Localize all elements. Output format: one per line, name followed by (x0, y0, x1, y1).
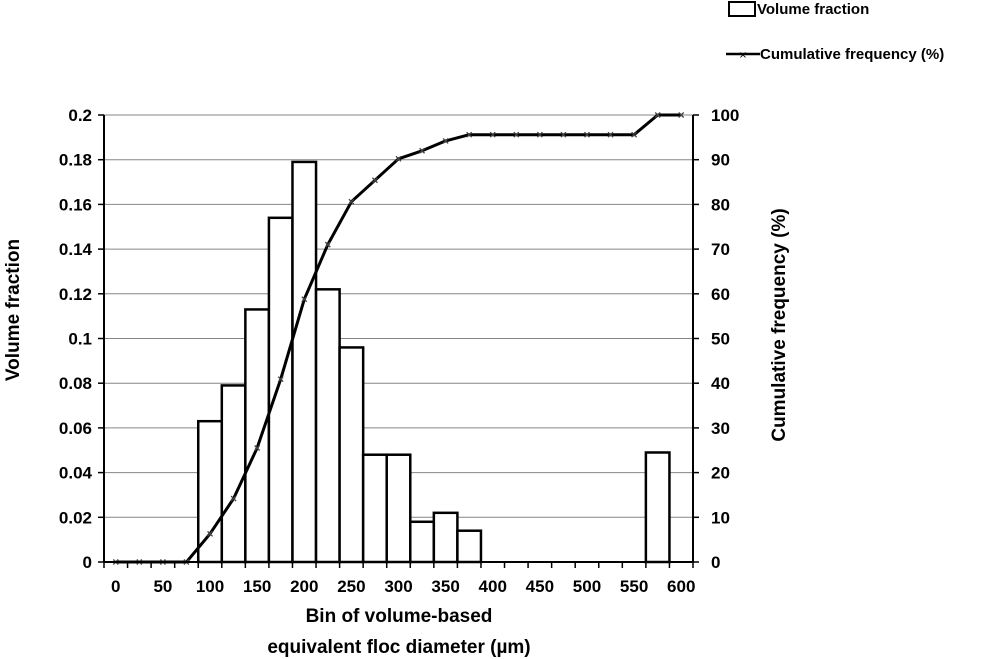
bar-series (196, 160, 671, 564)
y-left-tick-label: 0.18 (59, 151, 92, 170)
tick-labels: 0 00.02 100.04 200.06 300.08 400.1 500.12 600.1… (59, 106, 739, 596)
legend: Volume fraction × Cumulative frequency (… (726, 1, 944, 63)
y-right-tick-label: 90 (711, 151, 730, 170)
legend-bar-swatch (728, 1, 756, 17)
x-tick-label: 50 (153, 577, 172, 596)
axes (98, 114, 699, 568)
y-right-tick-label: 100 (711, 106, 739, 125)
line-point-marker (207, 530, 213, 537)
line-point-marker (301, 296, 308, 303)
line-point-marker (466, 131, 473, 138)
x-tick-label: 350 (431, 577, 459, 596)
line-point-marker (419, 147, 426, 154)
bar (644, 451, 671, 564)
line-point-marker (277, 376, 284, 383)
y-right-tick-label: 80 (711, 195, 730, 214)
y-right-tick-label: 20 (711, 464, 730, 483)
x-tick-label: 0 (111, 577, 120, 596)
line-point-marker (230, 495, 237, 502)
y-right-tick-label: 50 (711, 330, 730, 349)
bar (338, 346, 365, 564)
y-axis-right-title: Cumulative frequency (%) (769, 208, 790, 441)
y-left-tick-label: 0.04 (59, 464, 93, 483)
y-right-tick-label: 70 (711, 240, 730, 259)
x-tick-label: 550 (620, 577, 648, 596)
y-left-tick-label: 0.2 (68, 106, 92, 125)
y-left-tick-label: 0.12 (59, 285, 92, 304)
line-point-marker (513, 131, 520, 138)
x-tick-label: 200 (290, 577, 318, 596)
bar (409, 520, 436, 564)
line-point-marker (254, 445, 261, 451)
line-point-marker (536, 131, 543, 138)
y-right-tick-label: 40 (711, 374, 730, 393)
x-tick-label: 150 (243, 577, 271, 596)
x-axis-title-line1: Bin of volume-based (306, 606, 493, 627)
bar (456, 529, 483, 564)
y-right-tick-label: 10 (711, 508, 730, 527)
y-right-tick-label: 60 (711, 285, 730, 304)
bar (291, 160, 318, 564)
x-tick-label: 250 (337, 577, 365, 596)
line-point-marker (348, 198, 355, 205)
y-right-tick-label: 0 (711, 553, 720, 572)
y-left-tick-label: 0.02 (59, 508, 92, 527)
x-tick-label: 450 (526, 577, 554, 596)
y-right-tick-label: 30 (711, 419, 730, 438)
bar (220, 384, 247, 564)
bar (432, 511, 459, 564)
legend-line-marker: × (739, 50, 747, 61)
line-point-marker (607, 131, 614, 138)
x-tick-label: 600 (667, 577, 695, 596)
y-left-tick-label: 0 (83, 553, 92, 572)
x-tick-label: 100 (196, 577, 224, 596)
x-tick-label: 500 (573, 577, 601, 596)
x-tick-label: 400 (479, 577, 507, 596)
bar (244, 308, 271, 564)
line-point-marker (324, 241, 331, 248)
y-axis-left-title: Volume fraction (3, 239, 24, 381)
y-left-tick-label: 0.1 (68, 330, 92, 349)
line-point-marker (584, 131, 590, 138)
line-point-marker (560, 131, 567, 138)
line-point-marker (395, 155, 402, 162)
bar (196, 419, 224, 564)
y-left-tick-label: 0.16 (59, 195, 92, 214)
line-point-marker (489, 131, 496, 138)
y-left-tick-label: 0.14 (59, 240, 93, 259)
line-point-marker (654, 112, 661, 118)
x-axis-title-line2: equivalent floc diameter (µm) (267, 637, 530, 658)
line-point-marker (442, 137, 449, 144)
bar (314, 288, 341, 564)
line-point-marker (631, 131, 638, 138)
x-tick-label: 300 (384, 577, 412, 596)
line-point-marker (678, 112, 685, 118)
legend-bar-label: Volume fraction (757, 1, 869, 18)
bar (267, 216, 294, 564)
y-left-tick-label: 0.08 (59, 374, 92, 393)
bar (361, 453, 388, 564)
line-point-marker (371, 177, 378, 184)
legend-line-label: Cumulative frequency (%) (760, 46, 944, 63)
y-left-tick-label: 0.06 (59, 419, 92, 438)
bar (385, 453, 412, 564)
